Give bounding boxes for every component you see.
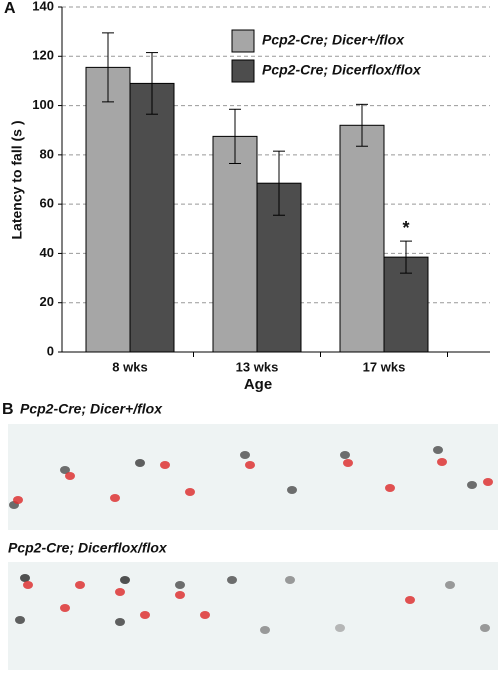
bar: [85, 66, 131, 353]
footprint: [135, 459, 145, 467]
footprint-image: [8, 562, 498, 670]
error-bar: [400, 240, 412, 274]
footprint: [65, 472, 75, 480]
footprint: [260, 626, 270, 634]
panel-label: B: [2, 401, 14, 418]
x-tick-label: 8 wks: [112, 359, 147, 374]
footprint: [20, 574, 30, 582]
footprint: [110, 494, 120, 502]
y-tick-label: 40: [40, 245, 54, 260]
footprint: [200, 611, 210, 619]
footprint: [140, 611, 150, 619]
footprint: [483, 478, 493, 486]
y-axis-label: Latency to fall (s ): [9, 120, 25, 239]
footprint: [405, 596, 415, 604]
footprint: [245, 461, 255, 469]
annotation: *: [402, 218, 409, 238]
footprint: [467, 481, 477, 489]
x-axis-label: Age: [244, 376, 272, 393]
error-bar: [146, 52, 158, 115]
footprint: [175, 581, 185, 589]
footprint: [227, 576, 237, 584]
bar: [129, 82, 175, 353]
footprint: [433, 446, 443, 454]
error-bar: [102, 32, 114, 103]
footprint: [13, 496, 23, 504]
footprint: [287, 486, 297, 494]
footprint: [285, 576, 295, 584]
footprint: [437, 458, 447, 466]
footprint: [60, 604, 70, 612]
footprint: [120, 576, 130, 584]
footprint-image: [8, 424, 498, 530]
image-caption: Pcp2-Cre; Dicer+/flox: [20, 401, 163, 417]
y-tick-label: 20: [40, 294, 54, 309]
y-tick-label: 100: [32, 97, 54, 112]
footprint: [445, 581, 455, 589]
y-tick-label: 140: [32, 0, 54, 13]
x-tick-label: 17 wks: [363, 359, 406, 374]
y-tick-label: 80: [40, 146, 54, 161]
y-tick-label: 60: [40, 196, 54, 211]
footprint: [335, 624, 345, 632]
bar: [212, 135, 258, 353]
legend-label: Pcp2-Cre; Dicerflox/flox: [262, 62, 422, 78]
panel-label: A: [4, 0, 16, 17]
footprint: [385, 484, 395, 492]
legend-swatch: [231, 59, 255, 83]
bar: [339, 124, 385, 353]
footprint: [240, 451, 250, 459]
footprint: [15, 616, 25, 624]
error-bar: [356, 103, 368, 147]
footprint: [343, 459, 353, 467]
footprint: [75, 581, 85, 589]
x-tick-label: 13 wks: [236, 359, 279, 374]
footprint: [60, 466, 70, 474]
error-bar: [273, 150, 285, 216]
y-tick-label: 0: [47, 343, 54, 358]
footprint: [175, 591, 185, 599]
legend-label: Pcp2-Cre; Dicer+/flox: [262, 32, 405, 48]
footprint: [115, 618, 125, 626]
footprint: [115, 588, 125, 596]
legend-swatch: [231, 29, 255, 53]
image-caption: Pcp2-Cre; Dicerflox/flox: [8, 540, 168, 556]
footprint: [185, 488, 195, 496]
footprint: [480, 624, 490, 632]
error-bar: [229, 108, 241, 164]
footprint: [23, 581, 33, 589]
y-tick-label: 120: [32, 48, 54, 63]
footprint: [160, 461, 170, 469]
footprint: [340, 451, 350, 459]
